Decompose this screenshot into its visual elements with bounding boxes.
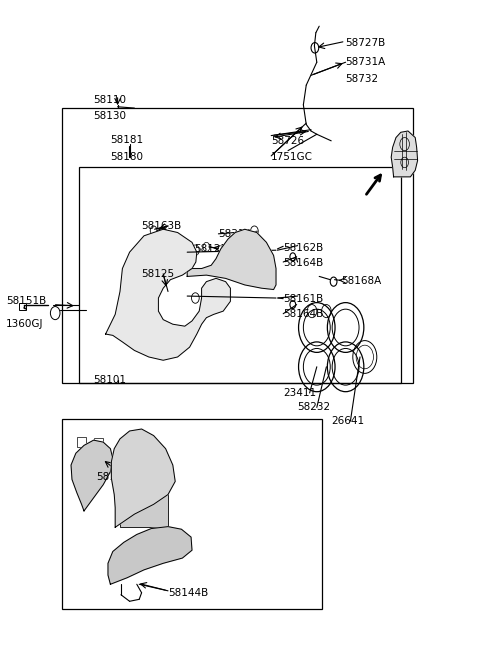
Text: 58164B: 58164B (283, 257, 324, 268)
Bar (94, 438, 103, 444)
Text: 58161B: 58161B (283, 294, 324, 305)
Text: 58164B: 58164B (283, 309, 324, 320)
Text: 58732: 58732 (346, 73, 379, 84)
Text: 58162B: 58162B (283, 242, 324, 253)
Text: 1360GJ: 1360GJ (6, 319, 43, 329)
Text: 1751GC: 1751GC (271, 152, 313, 162)
Bar (19, 303, 26, 310)
Text: 58314: 58314 (218, 229, 252, 239)
Bar (62, 419, 322, 609)
Text: 58110: 58110 (94, 94, 127, 105)
Polygon shape (111, 429, 175, 527)
Polygon shape (187, 229, 276, 290)
Text: 58168A: 58168A (341, 276, 381, 286)
Bar (62, 108, 413, 383)
Text: 58144B: 58144B (168, 588, 208, 598)
Text: 58101: 58101 (94, 375, 127, 385)
Text: 26641: 26641 (331, 416, 364, 426)
Text: 58151B: 58151B (6, 295, 46, 306)
Text: 58232: 58232 (298, 402, 331, 413)
Polygon shape (71, 440, 113, 511)
Text: 58726: 58726 (271, 136, 304, 146)
Text: 58144B: 58144B (96, 472, 136, 482)
Text: 58731A: 58731A (346, 57, 386, 67)
Polygon shape (391, 131, 418, 177)
Text: 58727B: 58727B (346, 37, 386, 48)
Bar (120, 488, 168, 527)
Text: 58125: 58125 (142, 269, 175, 279)
Text: 58180: 58180 (110, 151, 144, 162)
Text: 58181: 58181 (110, 135, 144, 145)
Text: 58163B: 58163B (142, 221, 182, 231)
Polygon shape (108, 527, 192, 584)
Polygon shape (106, 229, 230, 360)
Bar (79, 167, 401, 383)
Text: 58130: 58130 (94, 111, 127, 121)
Bar (77, 437, 86, 447)
Text: 58125F: 58125F (194, 244, 233, 254)
Text: 23411: 23411 (283, 388, 316, 398)
